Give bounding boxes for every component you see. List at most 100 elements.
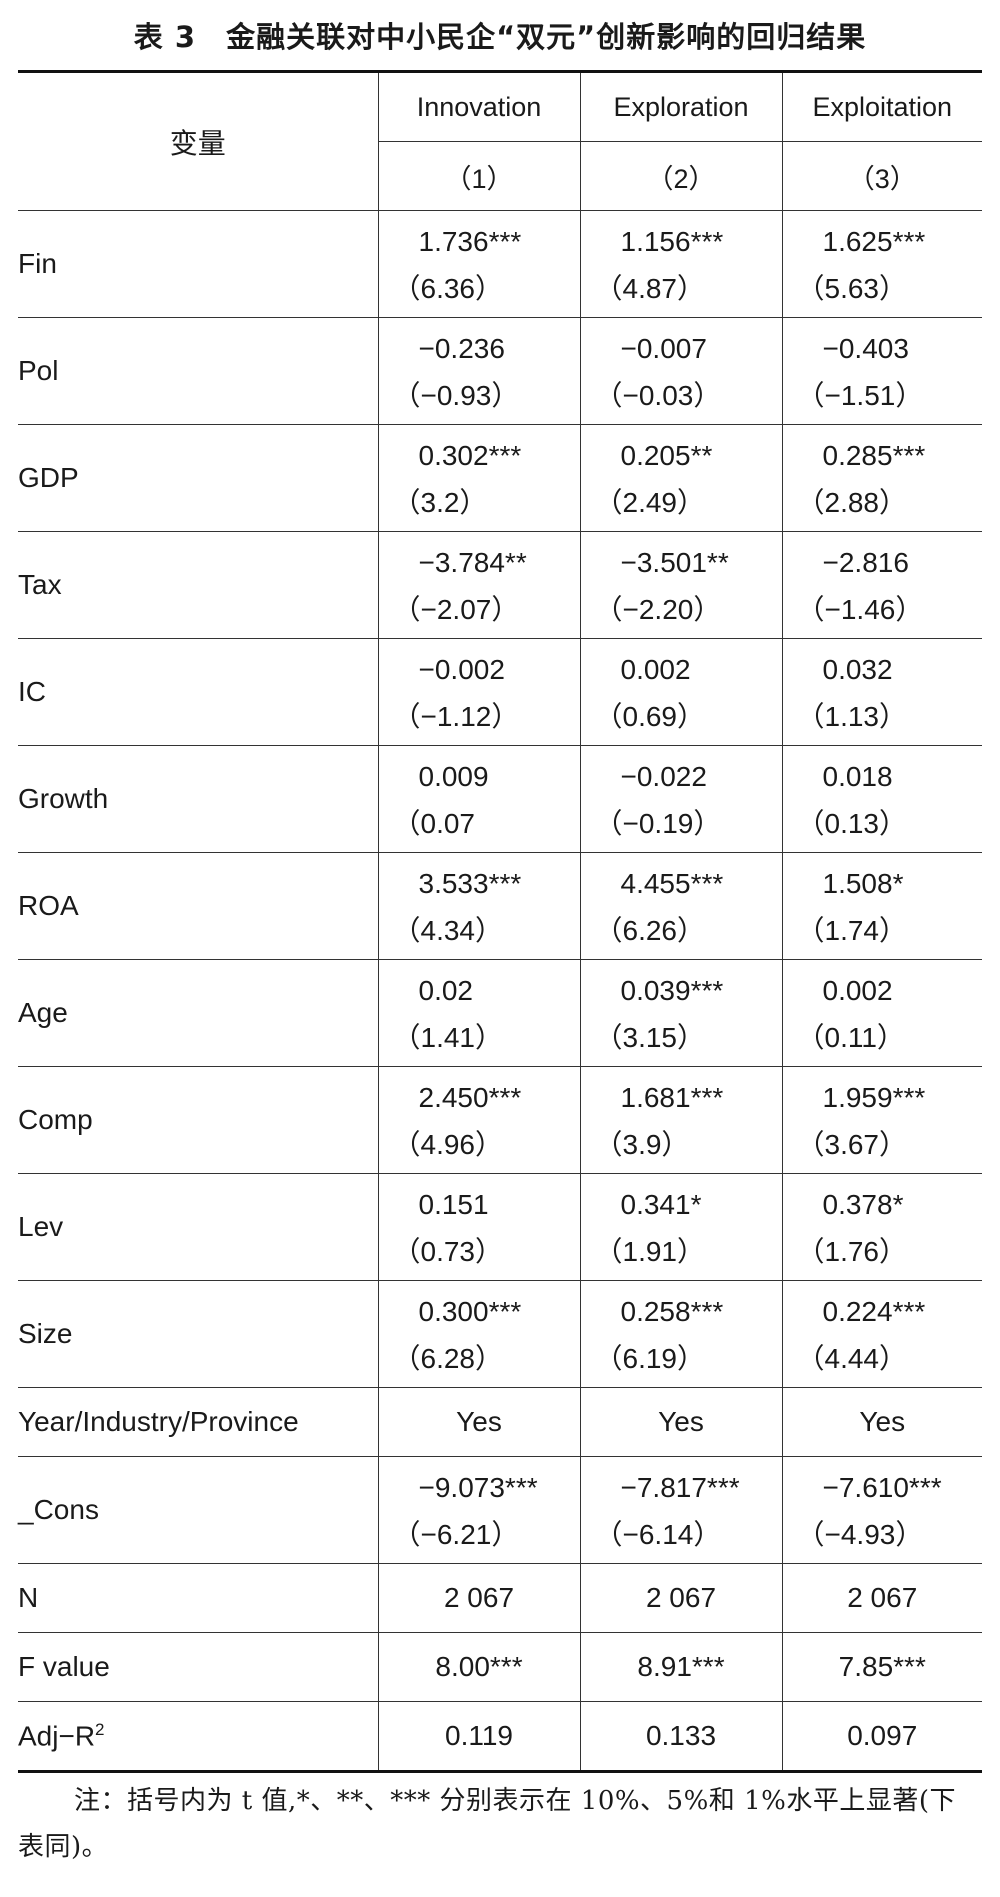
row-age: Age 0.02 （1.41） 0.039*** （3.15） 0.002 （0.11） [18, 959, 982, 1067]
t-value: （0.69） [594, 701, 706, 732]
estimate-cell: 4.455*** （6.26） [579, 852, 782, 960]
t-value: （1.74） [796, 915, 908, 946]
coefficient: −0.022 [620, 761, 707, 792]
t-value: （−0.93） [392, 380, 520, 411]
estimate-cell: −7.610*** （−4.93） [781, 1456, 982, 1564]
t-value: （6.19） [594, 1343, 706, 1374]
coefficient: 0.002 [620, 654, 691, 685]
t-value: （2.88） [796, 487, 908, 518]
regression-table: 变量 Innovation Exploration Exploitation （… [18, 70, 982, 1773]
estimate-cell: 0.258*** （6.19） [579, 1280, 782, 1388]
t-value: （0.11） [796, 1022, 905, 1053]
row-size: Size 0.300*** （6.28） 0.258*** （6.19） 0.224***… [18, 1280, 982, 1388]
estimate-cell: −0.002 （−1.12） [377, 638, 580, 746]
value-cell: 0.097 [781, 1701, 982, 1773]
model-number-1: （1） [377, 141, 580, 211]
estimate-cell: 0.300*** （6.28） [377, 1280, 580, 1388]
t-value: （1.13） [796, 701, 908, 732]
coefficient: 0.032 [822, 654, 893, 685]
t-value: （1.41） [392, 1022, 504, 1053]
estimate-cell: 0.378* （1.76） [781, 1173, 982, 1281]
variable-name-cell: Year/Industry/Province [18, 1387, 378, 1457]
coefficient: −3.501** [620, 547, 729, 578]
table-body: Fin 1.736*** （6.36） 1.156*** （4.87） 1.625*** （… [18, 210, 982, 1773]
t-value: （0.73） [392, 1236, 504, 1267]
model-number-3: （3） [781, 141, 982, 211]
coefficient: −0.002 [418, 654, 505, 685]
estimate-cell: −0.022 （−0.19） [579, 745, 782, 853]
row-cons: _Cons −9.073*** （−6.21） −7.817*** （−6.14） −7.… [18, 1456, 982, 1564]
variable-name: Adj−R [18, 1720, 96, 1752]
table-title: 表 3 金融关联对中小民企“双元”创新影响的回归结果 [133, 20, 867, 54]
row-fin: Fin 1.736*** （6.36） 1.156*** （4.87） 1.625*** （… [18, 210, 982, 318]
coefficient: 1.736*** [418, 226, 522, 257]
t-value: （0.07 [392, 808, 476, 839]
t-value: （−6.21） [392, 1519, 520, 1550]
estimate-cell: −3.784** （−2.07） [377, 531, 580, 639]
estimate-cell: 0.032 （1.13） [781, 638, 982, 746]
coefficient: 0.300*** [418, 1296, 522, 1327]
estimate-cell: 0.205** （2.49） [579, 424, 782, 532]
estimate-cell: 0.039*** （3.15） [579, 959, 782, 1067]
estimate-cell: 0.224*** （4.44） [781, 1280, 982, 1388]
row-tax: Tax −3.784** （−2.07） −3.501** （−2.20） −2.816 （… [18, 531, 982, 639]
row-lev: Lev 0.151 （0.73） 0.341* （1.91） 0.378* （1.76） [18, 1173, 982, 1281]
superscript: 2 [95, 1719, 105, 1739]
estimate-cell: 1.508* （1.74） [781, 852, 982, 960]
estimate-cell: 0.018 （0.13） [781, 745, 982, 853]
table-note: 注：括号内为 t 值,*、**、*** 分别表示在 10%、5%和 1%水平上显… [18, 1786, 956, 1862]
estimate-cell: 0.302*** （3.2） [377, 424, 580, 532]
model-number-2: （2） [579, 141, 782, 211]
variable-name-cell: N [18, 1563, 378, 1633]
estimate-cell: −2.816 （−1.46） [781, 531, 982, 639]
model-header-2: Exploration [579, 70, 782, 142]
variable-name: Year/Industry/Province [18, 1406, 299, 1437]
header-row-models: 变量 Innovation Exploration Exploitation [18, 70, 982, 211]
value-cell: 0.119 [377, 1701, 580, 1773]
t-value: （−4.93） [796, 1519, 924, 1550]
estimate-cell: 2.450*** （4.96） [377, 1066, 580, 1174]
row-ic: IC −0.002 （−1.12） 0.002 （0.69） 0.032 （1.13） [18, 638, 982, 746]
coefficient: 0.018 [822, 761, 893, 792]
t-value: （2.49） [594, 487, 706, 518]
header-row-numbers: （1） （2） （3） [18, 141, 982, 211]
t-value: （−6.14） [594, 1519, 722, 1550]
t-value: （6.28） [392, 1343, 504, 1374]
coefficient: −7.610*** [822, 1472, 942, 1503]
estimate-cell: 1.736*** （6.36） [377, 210, 580, 318]
coefficient: 0.009 [418, 761, 489, 792]
variable-name: Growth [18, 745, 378, 853]
variable-name: _Cons [18, 1456, 378, 1564]
value-cell: 7.85*** [781, 1632, 982, 1702]
model-header-3: Exploitation [781, 70, 982, 142]
estimate-cell: 1.156*** （4.87） [579, 210, 782, 318]
value-cell: 2 067 [377, 1563, 580, 1633]
t-value: （4.87） [594, 273, 706, 304]
estimate-cell: −7.817*** （−6.14） [579, 1456, 782, 1564]
coefficient: 0.378* [822, 1189, 904, 1220]
t-value: （−1.46） [796, 594, 924, 625]
t-value: （3.15） [594, 1022, 706, 1053]
t-value: （4.96） [392, 1129, 504, 1160]
coefficient: −9.073*** [418, 1472, 538, 1503]
estimate-cell: 0.009 （0.07 [377, 745, 580, 853]
variable-name-cell: Adj−R2 [18, 1701, 378, 1773]
variable-name: N [18, 1582, 39, 1613]
coefficient: 1.681*** [620, 1082, 724, 1113]
estimate-cell: −0.236 （−0.93） [377, 317, 580, 425]
t-value: （1.91） [594, 1236, 706, 1267]
coefficient: 3.533*** [418, 868, 522, 899]
row-growth: Growth 0.009 （0.07 −0.022 （−0.19） 0.018 （0.13） [18, 745, 982, 853]
estimate-cell: −9.073*** （−6.21） [377, 1456, 580, 1564]
coefficient: 0.205** [620, 440, 713, 471]
row-comp: Comp 2.450*** （4.96） 1.681*** （3.9） 1.959*** （… [18, 1066, 982, 1174]
model-header-1: Innovation [377, 70, 580, 142]
variable-name: Tax [18, 531, 378, 639]
t-value: （−2.20） [594, 594, 722, 625]
estimate-cell: 1.959*** （3.67） [781, 1066, 982, 1174]
t-value: （3.2） [392, 487, 488, 518]
estimate-cell: 1.625*** （5.63） [781, 210, 982, 318]
coefficient: −0.403 [822, 333, 909, 364]
